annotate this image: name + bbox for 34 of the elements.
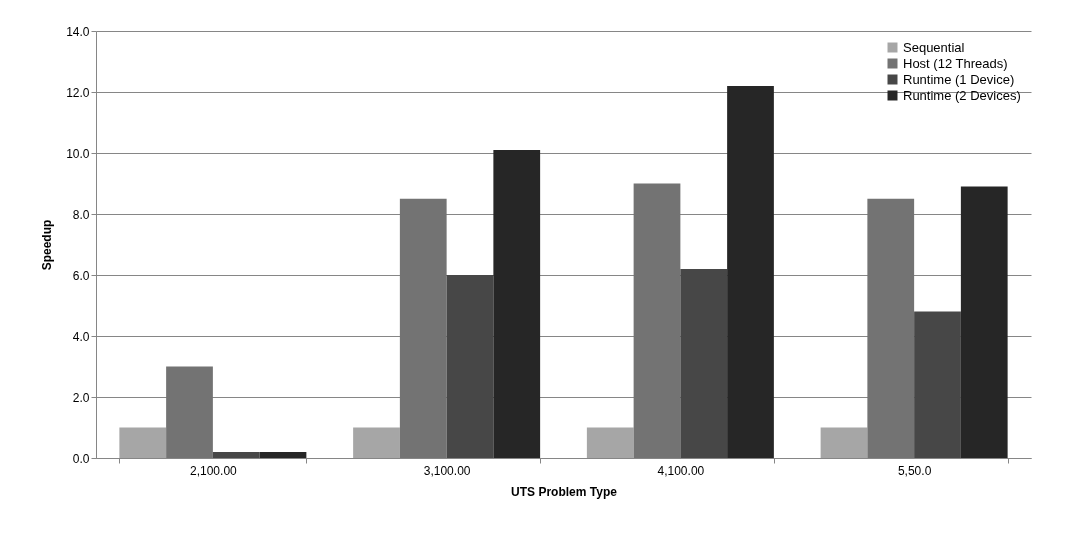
legend-label: Runtime (2 Devices) [903, 87, 1021, 103]
y-tick-label: 12.0 [66, 85, 90, 100]
bar [633, 183, 681, 458]
legend-label: Runtime (1 Device) [903, 71, 1015, 87]
bar [680, 268, 728, 458]
x-axis-title: UTS Problem Type [511, 484, 618, 499]
x-tick-label: 5,50.0 [897, 463, 932, 478]
y-tick-label: 4.0 [72, 329, 90, 344]
y-tick-label: 8.0 [72, 207, 90, 222]
bar [259, 451, 307, 458]
bar [960, 186, 1008, 458]
bar [727, 85, 774, 458]
y-tick-label: 0.0 [72, 451, 90, 466]
bar [166, 366, 213, 458]
y-tick-label: 2.0 [72, 390, 90, 405]
bar [399, 198, 447, 458]
y-tick-label: 14.0 [66, 24, 90, 39]
x-tick-label: 2,100.00 [190, 463, 238, 478]
bar [446, 275, 494, 458]
x-tick-label: 3,100.00 [423, 463, 471, 478]
bar [493, 149, 541, 458]
bar [820, 427, 868, 458]
legend-label: Sequential [903, 39, 965, 55]
bar [914, 311, 961, 458]
legend-label: Host (12 Threads) [903, 55, 1008, 71]
y-axis-title: Speedup [40, 219, 55, 271]
bar [353, 427, 400, 458]
y-tick-label: 10.0 [66, 146, 90, 161]
bar [867, 198, 915, 458]
x-tick-label: 4,100.00 [657, 463, 705, 478]
bar [119, 427, 167, 458]
bar [212, 451, 260, 458]
y-tick-label: 6.0 [72, 268, 90, 283]
bar [586, 427, 634, 458]
